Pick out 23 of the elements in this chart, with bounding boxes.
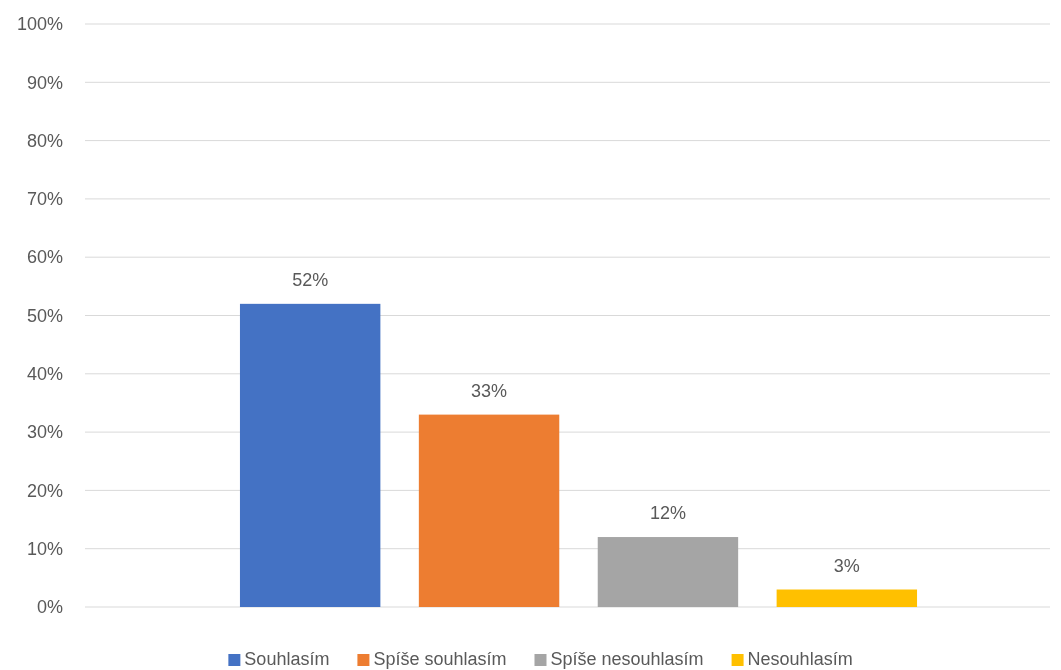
legend-label: Spíše nesouhlasím [550, 649, 704, 669]
y-tick-label: 0% [36, 597, 63, 618]
y-tick-label: 80% [26, 130, 63, 151]
bar [239, 303, 381, 607]
y-tick-label: 100% [16, 14, 63, 35]
y-tick-label: 10% [26, 538, 63, 559]
y-tick-label: 70% [26, 189, 63, 210]
y-tick-label: 50% [26, 305, 63, 326]
y-tick-label: 20% [26, 480, 63, 501]
y-tick-label: 90% [26, 72, 63, 93]
y-tick-label: 60% [26, 247, 63, 268]
legend-label: Nesouhlasím [747, 649, 853, 669]
bar [597, 537, 739, 607]
data-label: 33% [471, 380, 508, 401]
y-tick-label: 30% [26, 422, 63, 443]
y-tick-label: 40% [26, 364, 63, 385]
bar [776, 589, 918, 607]
data-label: 52% [292, 269, 329, 290]
legend-label: Souhlasím [244, 649, 330, 669]
data-label: 12% [649, 503, 686, 524]
bar [418, 414, 560, 607]
legend-label: Spíše souhlasím [373, 649, 507, 669]
data-label: 3% [833, 555, 860, 576]
